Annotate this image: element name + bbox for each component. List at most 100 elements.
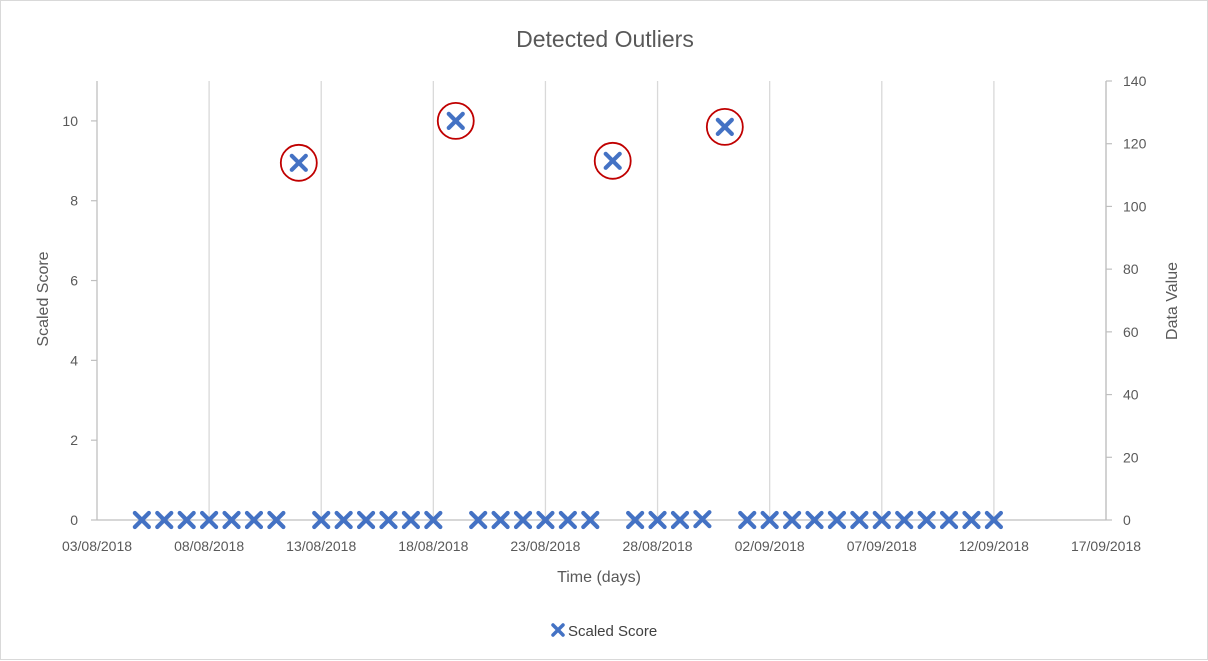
data-point-stroke xyxy=(850,510,869,530)
data-point-stroke xyxy=(244,510,264,530)
data-point xyxy=(850,510,869,530)
x-tick-label: 17/09/2018 xyxy=(1071,538,1141,554)
data-point-stroke xyxy=(917,510,936,530)
y-tick-label: 4 xyxy=(70,352,78,368)
x-tick-label: 12/09/2018 xyxy=(959,538,1029,554)
legend-label: Scaled Score xyxy=(568,623,657,640)
data-point xyxy=(424,510,443,530)
data-point-stroke xyxy=(805,510,824,530)
y-tick-label: 10 xyxy=(62,113,78,129)
outlier-highlight-circle xyxy=(593,141,632,180)
data-point-stroke xyxy=(155,510,174,530)
data-point xyxy=(401,510,421,530)
data-point-stroke xyxy=(289,153,308,172)
data-point-stroke xyxy=(424,510,443,530)
y2-tick-label: 0 xyxy=(1123,512,1131,528)
data-point-stroke xyxy=(581,510,600,530)
data-point-stroke xyxy=(827,510,847,530)
data-point xyxy=(491,510,510,530)
tick-labels: 03/08/2018 08/08/2018 13/08/2018 18/08/2018… xyxy=(62,73,1147,554)
data-point-stroke xyxy=(648,510,667,530)
data-point-stroke xyxy=(558,510,577,530)
x-tick-label: 13/08/2018 xyxy=(286,538,356,554)
data-point-stroke xyxy=(984,510,1003,530)
y2-tick-label: 80 xyxy=(1123,261,1139,277)
data-point-stroke xyxy=(356,510,376,530)
data-point xyxy=(917,510,936,530)
data-point xyxy=(267,510,286,530)
x-tick-label: 07/09/2018 xyxy=(847,538,917,554)
x-tick-label: 23/08/2018 xyxy=(510,538,580,554)
data-point xyxy=(446,111,465,131)
data-point-stroke xyxy=(222,510,241,530)
data-point xyxy=(513,510,533,530)
data-point xyxy=(872,510,891,530)
data-point-stroke xyxy=(872,510,891,530)
outlier-highlights xyxy=(279,102,744,182)
data-point-stroke xyxy=(401,510,421,530)
data-point-stroke xyxy=(379,510,398,530)
data-point-stroke xyxy=(469,510,488,530)
y2-tick-label: 60 xyxy=(1123,324,1139,340)
legend-marker-icon xyxy=(551,623,565,637)
data-point-stroke xyxy=(603,151,622,170)
data-point-stroke xyxy=(670,510,690,530)
data-point-stroke xyxy=(895,510,914,530)
data-point xyxy=(244,510,264,530)
y-tick-label: 2 xyxy=(70,432,78,448)
data-point xyxy=(895,510,914,530)
data-point xyxy=(715,117,734,136)
y2-axis-title: Data Value xyxy=(1164,262,1181,340)
y-tick-label: 6 xyxy=(70,273,78,289)
legend-x-stroke xyxy=(551,623,565,637)
x-tick-label: 08/08/2018 xyxy=(174,538,244,554)
chart-title: Detected Outliers xyxy=(516,26,694,52)
x-axis-title: Time (days) xyxy=(557,569,641,586)
data-point xyxy=(760,510,779,530)
data-point xyxy=(222,510,241,530)
data-point xyxy=(962,510,981,530)
data-point-stroke xyxy=(782,510,802,530)
y2-tick-label: 140 xyxy=(1123,73,1147,89)
data-point-stroke xyxy=(626,510,645,530)
data-point xyxy=(693,510,712,529)
data-point xyxy=(200,510,219,530)
legend-x-mark xyxy=(551,623,565,637)
gridlines xyxy=(208,81,1107,520)
data-point xyxy=(312,510,331,530)
data-point-stroke xyxy=(446,111,465,131)
data-point-stroke xyxy=(132,510,151,530)
data-point-stroke xyxy=(760,510,779,530)
data-point xyxy=(356,510,376,530)
x-tick-label: 18/08/2018 xyxy=(398,538,468,554)
data-point xyxy=(155,510,174,530)
data-point xyxy=(827,510,847,530)
x-tick-label: 03/08/2018 xyxy=(62,538,132,554)
data-point-stroke xyxy=(312,510,331,530)
data-point xyxy=(626,510,645,530)
data-point-stroke xyxy=(693,510,712,529)
outlier-highlight-circle xyxy=(279,143,318,182)
axes xyxy=(91,80,1112,521)
data-point xyxy=(939,510,959,530)
data-point-stroke xyxy=(738,510,757,530)
data-point xyxy=(558,510,577,530)
data-point-stroke xyxy=(939,510,959,530)
data-point-stroke xyxy=(536,510,555,530)
data-point-stroke xyxy=(513,510,533,530)
data-point xyxy=(132,510,151,530)
data-point xyxy=(379,510,398,530)
y2-tick-label: 120 xyxy=(1123,136,1147,152)
outlier-highlight-circle xyxy=(436,102,475,140)
data-point xyxy=(805,510,824,530)
x-tick-label: 02/09/2018 xyxy=(735,538,805,554)
y-axis-title: Scaled Score xyxy=(35,251,52,346)
data-point xyxy=(670,510,690,530)
data-point xyxy=(536,510,555,530)
data-point xyxy=(177,510,196,530)
data-point-stroke xyxy=(334,510,353,530)
y2-tick-label: 20 xyxy=(1123,449,1139,465)
data-point xyxy=(581,510,600,530)
